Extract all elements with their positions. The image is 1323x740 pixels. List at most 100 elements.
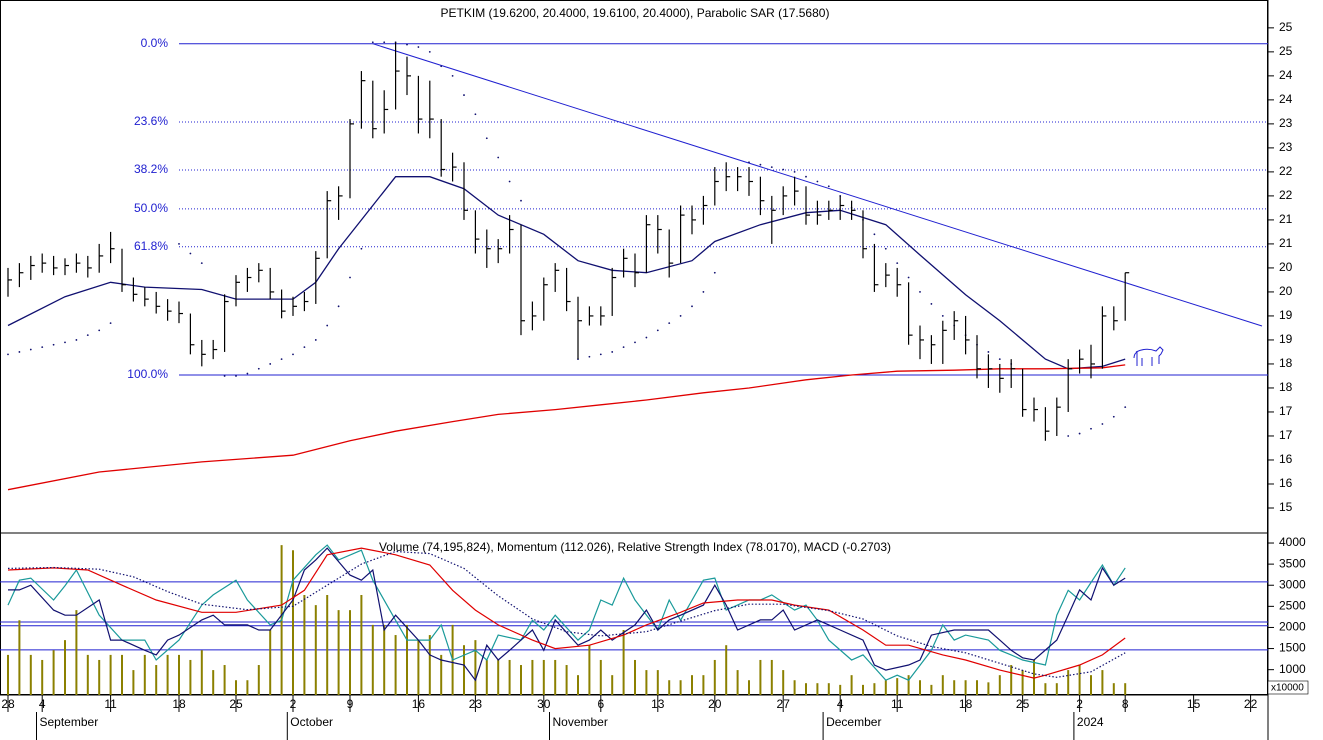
bull-icon [1133,346,1164,366]
month-label: October [290,715,333,729]
sar-dot [1090,427,1092,430]
indicator-line [7,547,1126,679]
month-label: September [40,715,99,729]
sar-dot [770,166,773,168]
sar-dot [383,41,386,44]
sar-dot [805,175,807,178]
y-tick-label: 19 [1279,308,1293,322]
y-tick-label: 24 [1279,92,1293,106]
sar-dot [269,363,272,365]
sar-dot [292,353,294,356]
y-tick-label: 23 [1279,140,1293,154]
y-tick-label: 19 [1279,332,1293,346]
y-tick-label: 21 [1279,236,1293,250]
sar-dot [599,353,602,356]
trendline [372,43,1263,327]
sar-dot [109,322,112,325]
sar-dot [178,243,180,245]
sar-dot [941,315,944,317]
x-tick-label: 4 [837,697,844,711]
sar-dot [280,358,283,361]
sar-dot [64,341,66,344]
y-tick-label: 2500 [1279,599,1306,613]
sar-dot [508,180,511,183]
sar-dot [451,74,454,77]
x-tick-label: 23 [469,697,483,711]
x-tick-label: 16 [412,697,426,711]
y-tick-label: 21 [1279,212,1293,226]
x-tick-label: 4 [39,697,46,711]
sar-dot [896,262,899,265]
x-tick-label: 18 [172,697,186,711]
sar-dot [793,170,796,173]
x-tick-label: 2 [290,697,297,711]
moving-average [7,364,1126,491]
y-tick-label: 24 [1279,68,1293,82]
unit-box [1267,680,1309,695]
sar-dot [827,185,830,188]
y-tick-label: 17 [1279,428,1293,442]
x-tick-label: 8 [1122,697,1129,711]
y-tick-label: 1000 [1279,662,1306,676]
y-tick-label: 2000 [1279,620,1306,634]
y-tick-label: 22 [1279,164,1293,178]
sar-dot [303,346,306,349]
sar-dot [907,276,910,279]
sar-dot [987,351,990,353]
unit-label: x10000 [1271,683,1304,694]
y-tick-label: 18 [1279,380,1293,394]
sar-dot [337,305,340,308]
sar-dot [930,303,933,305]
sar-dot [406,43,408,46]
indicator-line [8,547,1126,682]
sar-dot [29,348,32,351]
sar-dot [428,50,431,53]
y-tick-label: 20 [1279,260,1293,274]
sar-dot [360,247,363,250]
x-tick-label: 18 [959,697,973,711]
month-label: 2024 [1077,715,1104,729]
sar-dot [314,339,317,341]
sar-dot [748,161,750,164]
sar-dot [645,336,648,339]
y-tick-label: 16 [1279,452,1293,466]
plot-frame [0,0,1268,695]
x-tick-label: 9 [347,697,354,711]
sar-dot [200,262,203,265]
x-tick-label: 28 [1,697,15,711]
sar-dot [816,180,819,183]
y-tick-label: 1500 [1279,641,1306,655]
x-tick-label: 2 [1076,697,1083,711]
sar-dot [1078,432,1081,435]
sar-dot [713,271,716,274]
fib-label: 23.6% [134,114,168,128]
x-tick-label: 11 [891,697,904,711]
sar-dot [485,137,488,140]
sar-dot [873,233,876,236]
x-tick-label: 25 [1016,697,1030,711]
sar-dot [634,341,636,344]
x-tick-label: 30 [537,697,551,711]
lower-title: Volume (74,195,824), Momentum (112.026),… [379,540,891,554]
y-tick-label: 3000 [1279,577,1306,591]
x-tick-label: 11 [104,697,117,711]
sar-dot [86,334,89,337]
x-tick-label: 20 [708,697,722,711]
y-tick-label: 4000 [1279,535,1306,549]
y-tick-label: 22 [1279,188,1293,202]
indicator-line [7,544,1126,681]
sar-dot [919,291,921,293]
y-tick-label: 3500 [1279,556,1306,570]
sar-dot [417,46,420,48]
sar-dot [75,339,78,341]
sar-dot [349,276,351,279]
sar-dot [611,351,614,353]
x-tick-label: 27 [777,697,791,711]
sar-dot [691,305,693,308]
y-tick-label: 23 [1279,116,1293,130]
sar-dot [497,156,500,159]
sar-dot [1124,406,1127,409]
month-label: November [553,715,608,729]
sar-dot [702,291,705,293]
y-tick-label: 25 [1279,44,1293,58]
